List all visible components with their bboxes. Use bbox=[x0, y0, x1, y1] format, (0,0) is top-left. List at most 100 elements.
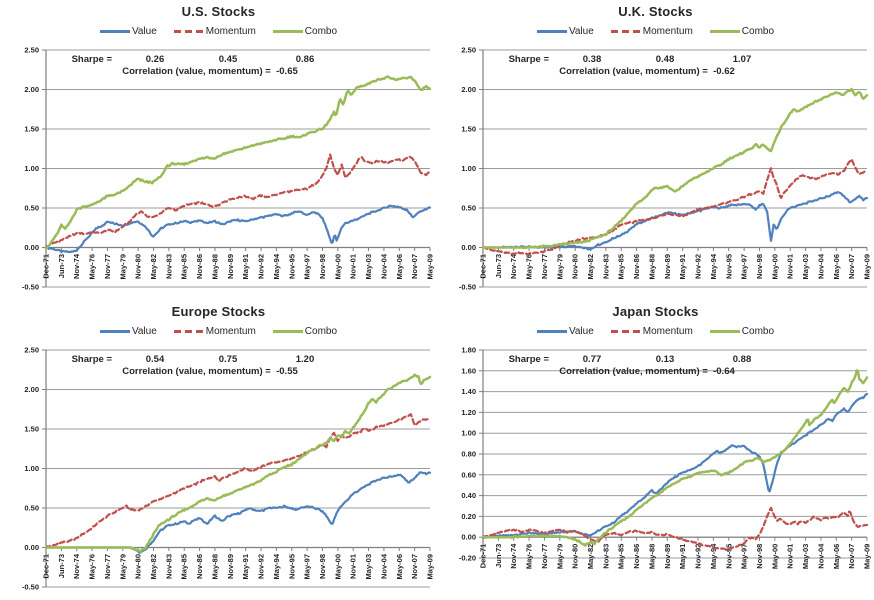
axis-tick-label: May-91 bbox=[241, 254, 250, 279]
axis-tick-label: Nov-74 bbox=[72, 553, 81, 579]
legend: Value Momentum Combo bbox=[437, 326, 874, 337]
value-line-swatch-icon bbox=[536, 330, 567, 333]
axis-tick-label: Nov-07 bbox=[847, 544, 856, 569]
value-line-swatch-icon bbox=[536, 30, 567, 33]
axis-tick-label: Nov-83 bbox=[601, 544, 610, 569]
axis-tick-label: Nov-07 bbox=[847, 254, 856, 279]
chart-panel-u-k-stocks: 2.50 2.00 1.50 1.00 0.50 0.00 -0.50 Dec-71 Jun-7… bbox=[437, 0, 874, 300]
legend-item-combo: Combo bbox=[709, 26, 775, 37]
series-line-momentum bbox=[481, 506, 869, 552]
axis-tick-label: Nov-80 bbox=[134, 554, 143, 579]
axis-tick-label: Nov-01 bbox=[786, 254, 795, 279]
legend: Value Momentum Combo bbox=[0, 26, 437, 37]
correlation-value: -0.55 bbox=[276, 366, 298, 377]
legend-item-combo: Combo bbox=[272, 26, 338, 37]
legend-item-value: Value bbox=[536, 326, 594, 337]
axis-tick-label: Nov-01 bbox=[349, 254, 358, 279]
axis-tick-label: May-00 bbox=[770, 254, 779, 279]
combo-line-swatch-icon bbox=[272, 330, 303, 333]
axis-tick-label: 0.40 bbox=[461, 491, 476, 500]
sharpe-label: Sharpe = bbox=[508, 54, 549, 65]
sharpe-value-value: 0.38 bbox=[582, 54, 602, 65]
axis-tick-label: May-85 bbox=[180, 554, 189, 579]
axis-tick-label: May-06 bbox=[395, 254, 404, 279]
sharpe-value-momentum: 0.13 bbox=[655, 354, 675, 365]
series-line-momentum bbox=[44, 153, 432, 249]
momentum-line-swatch-icon bbox=[610, 330, 641, 333]
legend-item-momentum: Momentum bbox=[610, 326, 693, 337]
legend-item-value: Value bbox=[536, 26, 594, 37]
axis-tick-label: May-91 bbox=[678, 254, 687, 279]
axis-tick-label: 2.00 bbox=[24, 385, 39, 394]
axis-tick-label: Nov-95 bbox=[724, 254, 733, 279]
axis-tick-label: May-94 bbox=[709, 543, 718, 569]
axis-tick-label: May-06 bbox=[395, 554, 404, 579]
legend-label-combo: Combo bbox=[741, 326, 775, 337]
axis-tick-label: May-82 bbox=[586, 544, 595, 569]
legend-item-momentum: Momentum bbox=[173, 26, 256, 37]
axis-tick-label: Nov-95 bbox=[287, 254, 296, 279]
axis-tick-label: Nov-04 bbox=[816, 543, 825, 569]
axis-tick-label: Nov-98 bbox=[318, 554, 327, 579]
axis-tick-label: May-88 bbox=[647, 254, 656, 279]
axis-tick-label: 1.50 bbox=[461, 125, 476, 134]
legend: Value Momentum Combo bbox=[0, 326, 437, 337]
axis-tick-label: Nov-92 bbox=[257, 254, 266, 279]
axis-tick-label: Nov-80 bbox=[134, 254, 143, 279]
legend-label-combo: Combo bbox=[304, 26, 338, 37]
axis-tick-label: Nov-83 bbox=[164, 554, 173, 579]
axis-tick-label: Nov-01 bbox=[349, 554, 358, 579]
sharpe-value-combo: 1.20 bbox=[295, 354, 315, 365]
correlation-annotation: Correlation (value, momentum) = -0.55 bbox=[55, 366, 365, 377]
legend-label-momentum: Momentum bbox=[205, 326, 256, 337]
chart-panel-u-s-stocks: 2.50 2.00 1.50 1.00 0.50 0.00 -0.50 Dec-71 Jun-7… bbox=[0, 0, 437, 300]
momentum-line-swatch-icon bbox=[610, 30, 641, 33]
axis-tick-label: May-94 bbox=[709, 253, 718, 279]
correlation-annotation: Correlation (value, momentum) = -0.64 bbox=[492, 366, 802, 377]
axis-tick-label: May-03 bbox=[364, 554, 373, 579]
sharpe-label: Sharpe = bbox=[71, 54, 112, 65]
axis-tick-label: May-06 bbox=[832, 544, 841, 569]
axis-tick-label: May-91 bbox=[241, 554, 250, 579]
axis-tick-label: Dec-71 bbox=[479, 254, 488, 279]
legend-item-value: Value bbox=[99, 326, 157, 337]
legend-item-combo: Combo bbox=[272, 326, 338, 337]
value-line-swatch-icon bbox=[99, 330, 130, 333]
axis-tick-label: 0.20 bbox=[461, 512, 476, 521]
axis-tick-label: May-00 bbox=[333, 554, 342, 579]
axis-tick-label: Nov-86 bbox=[195, 554, 204, 579]
axis-tick-label: Nov-77 bbox=[540, 254, 549, 279]
series-line-value bbox=[481, 191, 869, 251]
axis-tick-label: May-76 bbox=[525, 544, 534, 569]
axis-tick-label: May-03 bbox=[364, 254, 373, 279]
axis-tick-label: Nov-74 bbox=[509, 253, 518, 279]
axis-tick-label: May-09 bbox=[426, 554, 435, 579]
legend-item-momentum: Momentum bbox=[610, 26, 693, 37]
legend-label-combo: Combo bbox=[304, 326, 338, 337]
axis-tick-label: Nov-04 bbox=[379, 553, 388, 579]
axis-tick-label: Nov-04 bbox=[816, 253, 825, 279]
momentum-line-swatch-icon bbox=[173, 30, 204, 33]
axis-tick-label: May-88 bbox=[210, 554, 219, 579]
axis-tick-label: Nov-07 bbox=[410, 554, 419, 579]
combo-line-swatch-icon bbox=[709, 330, 740, 333]
axis-tick-label: May-79 bbox=[555, 254, 564, 279]
axis-tick-label: May-00 bbox=[333, 254, 342, 279]
axis-tick-label: 0.00 bbox=[461, 533, 476, 542]
axis-tick-label: 1.00 bbox=[24, 164, 39, 173]
correlation-annotation: Correlation (value, momentum) = -0.65 bbox=[55, 66, 365, 77]
axis-tick-label: Nov-86 bbox=[195, 254, 204, 279]
axis-tick-label: Jun-73 bbox=[57, 254, 66, 278]
series-line-combo bbox=[44, 75, 432, 250]
axis-tick-label: May-09 bbox=[426, 254, 435, 279]
axis-tick-label: Nov-86 bbox=[632, 544, 641, 569]
legend-label-value: Value bbox=[131, 26, 157, 37]
legend-label-combo: Combo bbox=[741, 26, 775, 37]
legend-item-momentum: Momentum bbox=[173, 326, 256, 337]
series-line-momentum bbox=[481, 158, 869, 256]
axis-tick-label: 0.80 bbox=[461, 450, 476, 459]
correlation-label: Correlation (value, momentum) = bbox=[122, 366, 271, 377]
